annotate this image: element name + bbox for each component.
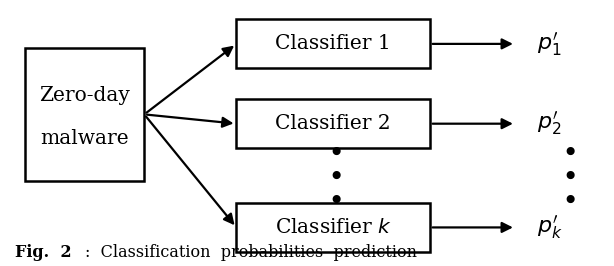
Text: :  Classification  probabilities  prediction: : Classification probabilities predictio… xyxy=(85,244,417,261)
FancyBboxPatch shape xyxy=(236,203,430,252)
Text: $p_2'$: $p_2'$ xyxy=(537,110,562,138)
Text: $\bullet$: $\bullet$ xyxy=(561,162,575,189)
Text: $\bullet$: $\bullet$ xyxy=(561,186,575,213)
Text: malware: malware xyxy=(40,129,129,148)
Text: Classifier 2: Classifier 2 xyxy=(275,114,391,133)
FancyBboxPatch shape xyxy=(25,48,144,181)
Text: Classifier 1: Classifier 1 xyxy=(275,34,391,53)
Text: Classifier $k$: Classifier $k$ xyxy=(274,218,392,237)
Text: Zero-day: Zero-day xyxy=(39,86,130,105)
Text: $\bullet$: $\bullet$ xyxy=(327,162,342,189)
Text: $p_1'$: $p_1'$ xyxy=(537,30,562,58)
FancyBboxPatch shape xyxy=(236,99,430,148)
Text: $p_k'$: $p_k'$ xyxy=(537,214,563,241)
Text: Fig.  2: Fig. 2 xyxy=(15,244,72,261)
FancyBboxPatch shape xyxy=(236,19,430,69)
Text: $\bullet$: $\bullet$ xyxy=(327,186,342,213)
Text: $\bullet$: $\bullet$ xyxy=(561,138,575,165)
Text: $\bullet$: $\bullet$ xyxy=(327,138,342,165)
